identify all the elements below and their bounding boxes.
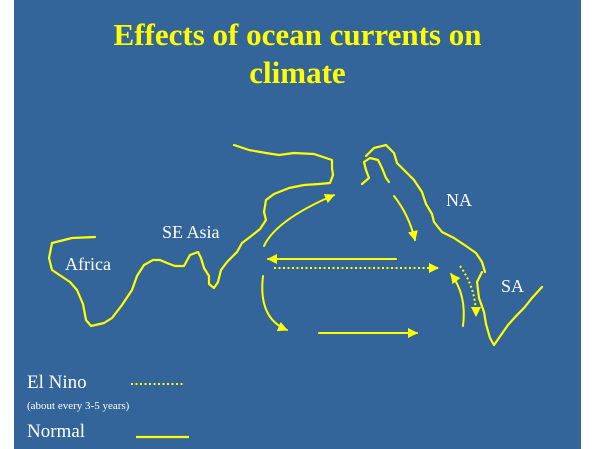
north-america-coastline-north [360,156,391,186]
el-nino-current-arrow [459,265,481,317]
normal-current-arrow [263,193,335,247]
ocean-currents-map [47,143,544,439]
normal-current-arrow [393,195,418,241]
north-america-coastline [364,143,487,274]
label-se-asia: SE Asia [162,222,220,242]
legend-el-nino-note: (about every 3-5 years) [27,400,130,412]
label-south-america: SA [501,276,525,296]
label-africa: Africa [65,254,111,274]
title-line-1: Effects of ocean currents on [113,17,482,52]
africa-coastline [47,143,335,328]
normal-current-arrow [261,275,288,332]
south-america-coastline [475,270,544,347]
slide-title: Effects of ocean currents on climate [14,16,581,92]
legend-el-nino-label: El Nino [27,372,87,393]
title-line-2: climate [249,55,346,90]
legend-normal-label: Normal [27,421,86,442]
normal-current-arrow [450,273,465,327]
slide: Effects of ocean currents on climate [14,0,581,449]
label-north-america: NA [446,190,472,210]
